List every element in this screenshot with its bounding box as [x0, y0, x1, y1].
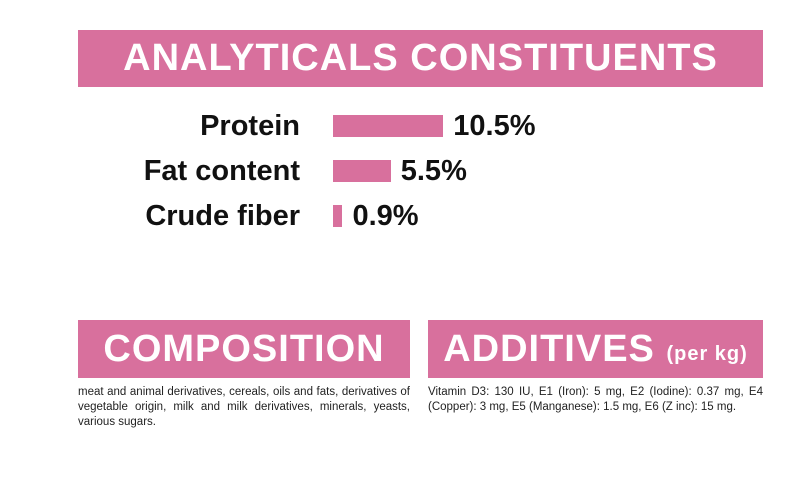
bar [333, 160, 391, 182]
value-label: 10.5% [453, 110, 536, 142]
value-label: 5.5% [400, 155, 467, 187]
composition-title: COMPOSITION [103, 327, 385, 370]
additives-title: ADDITIVES [443, 327, 655, 370]
category-label: Protein [200, 110, 300, 142]
composition-text: meat and animal derivatives, cereals, oi… [78, 386, 410, 428]
title-banner: ANALYTICALS CONSTITUENTS [78, 30, 763, 87]
value-label: 0.9% [352, 200, 419, 232]
additives-subtitle: (per kg) [666, 343, 748, 365]
additives-text: Vitamin D3: 130 IU, E1 (Iron): 5 mg, E2 … [428, 386, 763, 413]
category-label: Crude fiber [145, 200, 300, 232]
bar [333, 115, 444, 137]
composition-banner: COMPOSITION [78, 320, 410, 378]
chart-title: ANALYTICALS CONSTITUENTS [123, 37, 718, 79]
additives-banner: ADDITIVES (per kg) [428, 320, 763, 378]
bar [333, 205, 343, 227]
category-label: Fat content [143, 155, 300, 187]
